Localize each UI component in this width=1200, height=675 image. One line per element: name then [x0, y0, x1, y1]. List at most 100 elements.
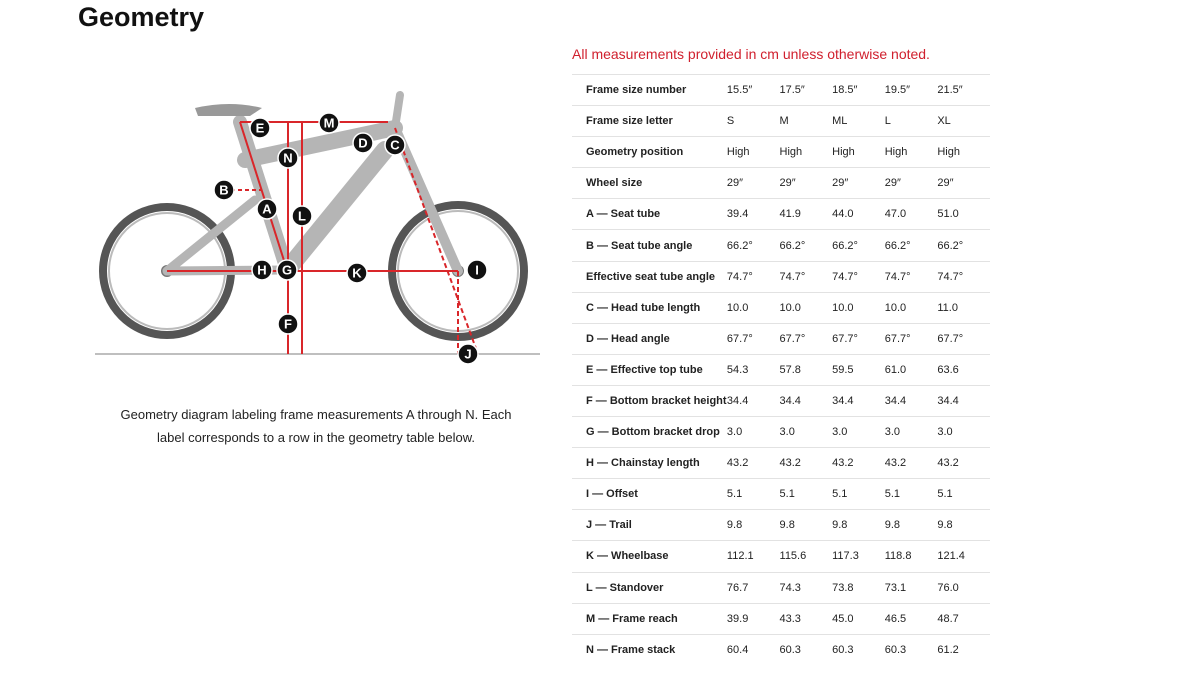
row-label: Wheel size: [572, 167, 727, 199]
table-row: Frame size number 15.5″ 17.5″ 18.5″ 19.5″ 21.…: [572, 73, 990, 106]
table-row: G — Bottom bracket drop 3.0 3.0 3.0 3.0 3.0: [572, 416, 990, 448]
cell-value: 9.8: [937, 509, 990, 541]
cell-value: 43.2: [937, 447, 990, 479]
cell-value: 46.5: [884, 602, 938, 635]
cell-value: 66.2°: [832, 229, 885, 262]
cell-value: 39.4: [726, 198, 780, 230]
cell-value: 76.7: [726, 571, 780, 604]
label-badge: [256, 198, 278, 220]
cell-value: 74.3: [779, 571, 833, 604]
label-letter: A: [262, 202, 272, 217]
cell-value: 29″: [937, 167, 990, 199]
cell-value: 59.5: [832, 353, 885, 386]
cell-value: 74.7°: [726, 260, 780, 293]
cell-value: 66.2°: [937, 229, 990, 262]
row-label: N — Frame stack: [572, 633, 727, 665]
table-row: Geometry position High High High High High: [572, 136, 990, 168]
cell-value: 34.4: [779, 384, 833, 417]
cell-value: 21.5″: [937, 73, 990, 106]
row-label: Geometry position: [572, 136, 727, 168]
measurement-note: All measurements provided in cm unless o…: [572, 46, 930, 62]
cell-value: 39.9: [726, 602, 780, 635]
label-letter: B: [219, 183, 228, 198]
table-row: B — Seat tube angle 66.2° 66.2° 66.2° 66.2° 6…: [572, 229, 990, 262]
label-badge: [249, 117, 271, 139]
label-badge: [276, 259, 298, 281]
cell-value: XL: [937, 105, 990, 137]
cell-value: 118.8: [884, 540, 938, 572]
cell-value: 74.7°: [779, 260, 833, 293]
cell-value: 9.8: [726, 509, 780, 541]
cell-value: 10.0: [884, 291, 938, 324]
cell-value: 10.0: [726, 291, 780, 324]
label-badge: [384, 134, 406, 156]
cell-value: 29″: [884, 167, 938, 199]
cell-value: 57.8: [779, 353, 833, 386]
cell-value: 60.3: [779, 633, 833, 665]
cell-value: 34.4: [884, 384, 938, 417]
cell-value: 67.7°: [832, 322, 885, 355]
cell-value: 61.0: [884, 353, 938, 386]
row-label: G — Bottom bracket drop: [572, 416, 727, 448]
cell-value: 66.2°: [779, 229, 833, 262]
cell-value: 15.5″: [726, 73, 780, 106]
cell-value: 76.0: [937, 571, 990, 604]
row-label: B — Seat tube angle: [572, 229, 727, 262]
cell-value: 3.0: [779, 416, 833, 448]
label-letter: J: [464, 347, 471, 362]
label-badge: [457, 343, 479, 365]
cell-value: 5.1: [884, 478, 938, 510]
cell-value: 17.5″: [779, 73, 833, 106]
cell-value: 66.2°: [884, 229, 938, 262]
cell-value: 34.4: [832, 384, 885, 417]
cell-value: 43.2: [884, 447, 938, 479]
geometry-table: Frame size number 15.5″ 17.5″ 18.5″ 19.5″ 21.…: [572, 73, 990, 665]
cell-value: 60.4: [726, 633, 780, 665]
label-letter: N: [283, 151, 292, 166]
table-row: I — Offset 5.1 5.1 5.1 5.1 5.1: [572, 478, 990, 510]
cell-value: 47.0: [884, 198, 938, 230]
cell-value: 3.0: [884, 416, 938, 448]
cell-value: 9.8: [884, 509, 938, 541]
cell-value: 29″: [832, 167, 885, 199]
row-label: J — Trail: [572, 509, 727, 541]
cell-value: 29″: [779, 167, 833, 199]
table-row: L — Standover 76.7 74.3 73.8 73.1 76.0: [572, 571, 990, 604]
table-row: C — Head tube length 10.0 10.0 10.0 10.0 11.0: [572, 291, 990, 324]
row-label: M — Frame reach: [572, 602, 727, 635]
cell-value: 44.0: [832, 198, 885, 230]
table-row: A — Seat tube 39.4 41.9 44.0 47.0 51.0: [572, 198, 990, 230]
cell-value: 117.3: [832, 540, 885, 572]
geometry-diagram: E M D C N B A L H G K I F J: [95, 91, 540, 365]
cell-value: 73.8: [832, 571, 885, 604]
cell-value: ML: [832, 105, 885, 137]
label-badge: [318, 112, 340, 134]
label-letter: H: [257, 263, 266, 278]
label-letter: G: [282, 263, 292, 278]
cell-value: High: [832, 136, 885, 168]
cell-value: 67.7°: [726, 322, 780, 355]
row-label: E — Effective top tube: [572, 353, 727, 386]
label-letter: I: [475, 263, 479, 278]
cell-value: 5.1: [832, 478, 885, 510]
row-label: D — Head angle: [572, 322, 727, 355]
cell-value: 61.2: [937, 633, 990, 665]
label-badge: [213, 179, 235, 201]
cell-value: 5.1: [779, 478, 833, 510]
row-label: Frame size letter: [572, 105, 727, 137]
cell-value: 3.0: [726, 416, 780, 448]
cell-value: 63.6: [937, 353, 990, 386]
label-badge: [346, 262, 368, 284]
cell-value: 67.7°: [937, 322, 990, 355]
cell-value: 60.3: [832, 633, 885, 665]
cell-value: 54.3: [726, 353, 780, 386]
cell-value: 19.5″: [884, 73, 938, 106]
cell-value: 74.7°: [832, 260, 885, 293]
row-label: H — Chainstay length: [572, 447, 727, 479]
table-row: N — Frame stack 60.4 60.3 60.3 60.3 61.2: [572, 633, 990, 665]
table-row: E — Effective top tube 54.3 57.8 59.5 61.0 63…: [572, 353, 990, 386]
cell-value: M: [779, 105, 833, 137]
row-label: Frame size number: [572, 73, 727, 106]
cell-value: High: [779, 136, 833, 168]
